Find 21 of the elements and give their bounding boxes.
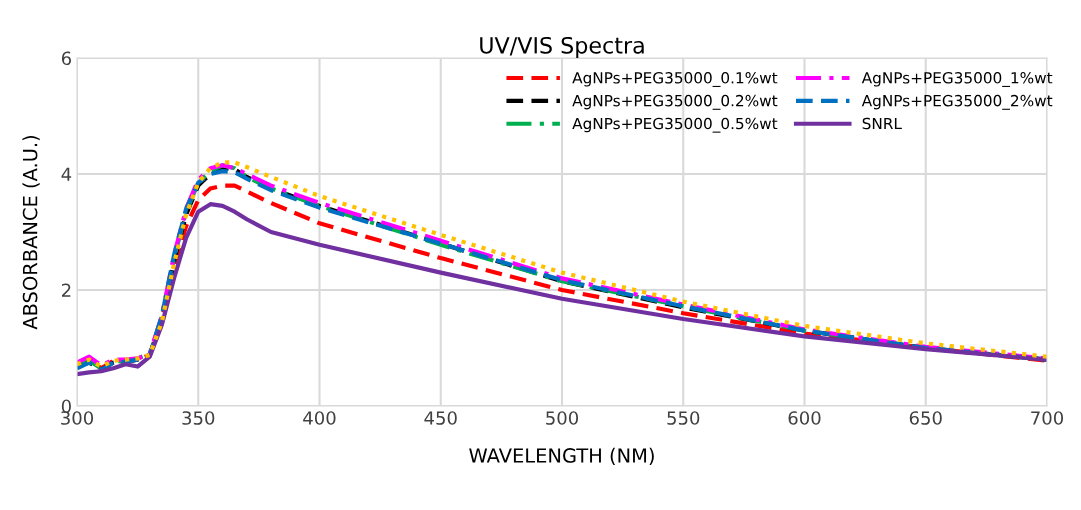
- x-tick-label: 300: [61, 411, 94, 425]
- x-tick-label: 450: [424, 411, 457, 425]
- y-tick-label: 6: [61, 51, 71, 66]
- x-tick-label: 650: [909, 411, 942, 425]
- legend-label: AgNPs+PEG35000_1%wt: [861, 72, 1053, 87]
- legend-label: AgNPs+PEG35000_2%wt: [861, 94, 1053, 110]
- legend-label: AgNPs+PEG35000_0.5%wt: [572, 117, 778, 133]
- legend-label: AgNPs+PEG35000_0.1%wt: [572, 72, 778, 87]
- chart-title: UV/VIS Spectra: [480, 36, 644, 58]
- x-tick-label: 350: [182, 411, 215, 425]
- x-tick-label: 600: [788, 411, 821, 425]
- y-tick-label: 2: [61, 283, 71, 297]
- legend-label: AgNPs+PEG35000_0.2%wt: [572, 94, 778, 110]
- y-tick-label: 4: [61, 167, 72, 181]
- legend-label: SNRL: [862, 117, 902, 130]
- x-tick-label: 700: [1031, 411, 1064, 425]
- x-axis-title: WAVELENGTH (NM): [469, 447, 654, 466]
- x-tick-label: 500: [546, 411, 579, 425]
- x-tick-label: 550: [667, 411, 700, 425]
- y-axis-title: ABSORBANCE (A.U.): [22, 135, 40, 330]
- x-tick-label: 400: [303, 411, 336, 425]
